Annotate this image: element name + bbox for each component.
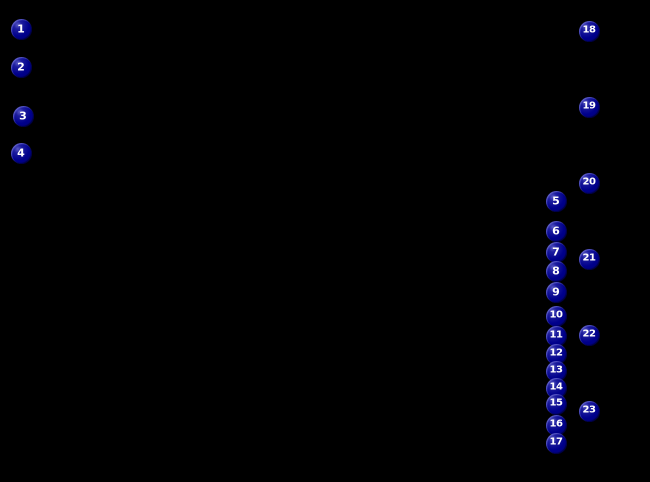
callout-22: 22 — [578, 324, 600, 346]
callout-label: 10 — [549, 309, 563, 321]
callout-label: 15 — [549, 397, 563, 409]
callout-2: 2 — [10, 56, 32, 78]
callout-label: 18 — [582, 24, 596, 36]
callout-3: 3 — [12, 105, 34, 127]
callout-15: 15 — [545, 393, 567, 415]
callout-16: 16 — [545, 414, 567, 436]
callout-20: 20 — [578, 172, 600, 194]
callout-label: 21 — [582, 252, 596, 264]
callout-label: 5 — [552, 194, 560, 207]
callout-5: 5 — [545, 190, 567, 212]
callout-4: 4 — [10, 142, 32, 164]
callout-label: 19 — [582, 100, 596, 112]
callout-label: 14 — [549, 381, 563, 393]
callout-label: 3 — [19, 109, 27, 122]
callout-11: 11 — [545, 325, 567, 347]
callout-label: 22 — [582, 328, 596, 340]
callout-23: 23 — [578, 400, 600, 422]
callout-label: 1 — [17, 22, 25, 35]
callout-label: 20 — [582, 176, 596, 188]
callout-18: 18 — [578, 20, 600, 42]
callout-9: 9 — [545, 281, 567, 303]
callout-10: 10 — [545, 305, 567, 327]
callout-13: 13 — [545, 360, 567, 382]
callout-label: 16 — [549, 418, 563, 430]
callout-label: 9 — [552, 285, 560, 298]
callout-label: 23 — [582, 404, 596, 416]
callout-17: 17 — [545, 432, 567, 454]
callout-19: 19 — [578, 96, 600, 118]
callout-14: 14 — [545, 377, 567, 399]
callout-label: 12 — [549, 347, 563, 359]
callout-1: 1 — [10, 18, 32, 40]
callout-12: 12 — [545, 343, 567, 365]
callout-label: 17 — [549, 436, 563, 448]
callout-label: 13 — [549, 364, 563, 376]
callout-label: 8 — [552, 264, 560, 277]
callout-label: 2 — [17, 60, 25, 73]
callout-label: 11 — [549, 329, 563, 341]
callout-label: 4 — [17, 146, 25, 159]
callout-6: 6 — [545, 220, 567, 242]
callout-7: 7 — [545, 241, 567, 263]
callout-label: 6 — [552, 224, 560, 237]
callout-21: 21 — [578, 248, 600, 270]
callout-label: 7 — [552, 245, 560, 258]
callout-8: 8 — [545, 260, 567, 282]
